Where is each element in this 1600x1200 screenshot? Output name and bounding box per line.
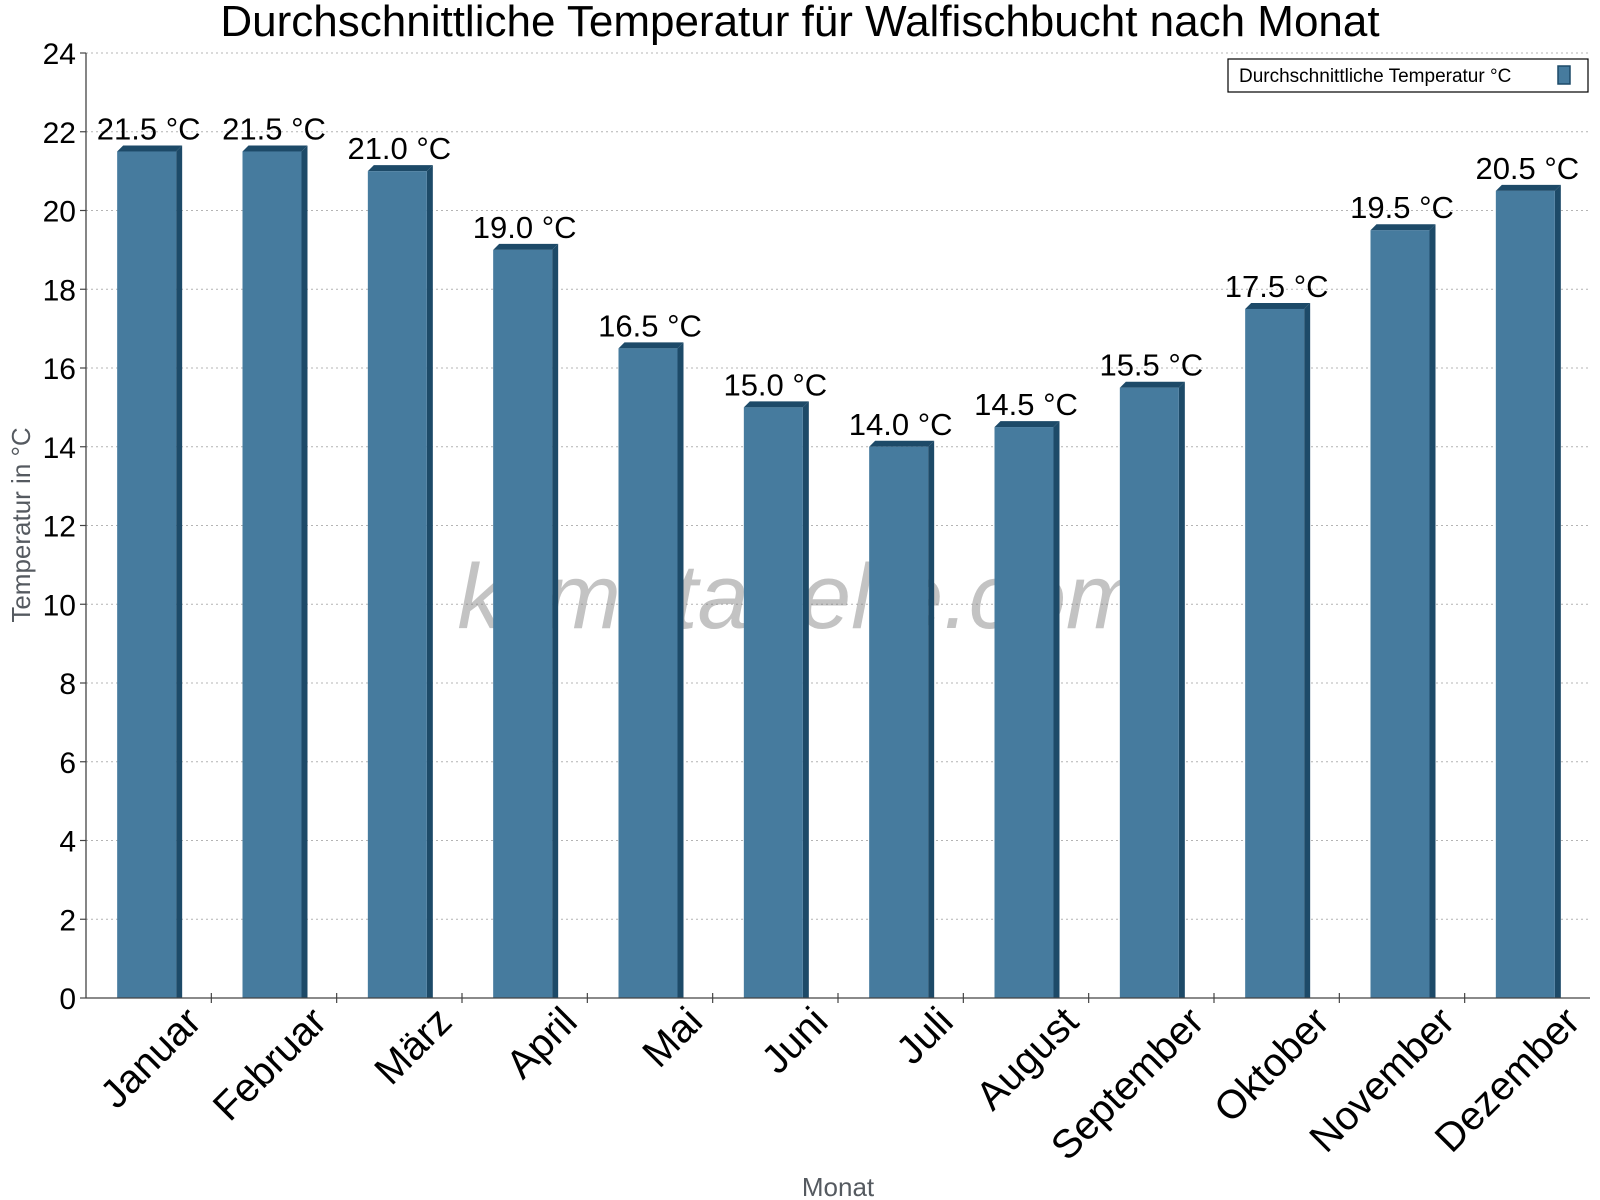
bar <box>493 243 559 998</box>
gridlines <box>86 52 1590 920</box>
data-label: 20.5 °C <box>1475 151 1579 186</box>
data-label: 15.0 °C <box>723 367 827 402</box>
x-tick-label: Januar <box>92 999 210 1117</box>
y-tick-label: 10 <box>43 589 76 622</box>
data-label: 17.5 °C <box>1225 269 1329 304</box>
bar-side <box>301 145 308 998</box>
bar <box>242 145 308 998</box>
bar-top <box>1370 224 1436 231</box>
bar-top <box>1119 381 1185 388</box>
bar-front <box>1495 190 1555 998</box>
bar-front <box>367 171 427 998</box>
bar <box>869 440 935 998</box>
legend: Durchschnittliche Temperatur °C <box>1227 58 1589 93</box>
x-tick-label: Februar <box>205 999 335 1129</box>
bar <box>994 421 1060 998</box>
bar-top <box>743 401 809 408</box>
bar-side <box>1429 224 1436 998</box>
bar-side <box>802 401 809 998</box>
y-tick-label: 20 <box>43 196 76 229</box>
bar-front <box>1245 308 1305 998</box>
bar-side <box>928 440 935 998</box>
legend-swatch <box>1557 65 1571 85</box>
bar-front <box>994 427 1054 998</box>
bar <box>117 145 183 998</box>
bar <box>1370 224 1436 998</box>
x-tick-label: April <box>498 999 586 1087</box>
chart-title: Durchschnittliche Temperatur für Walfisc… <box>220 0 1379 46</box>
bar <box>367 165 433 998</box>
y-tick-label: 4 <box>59 826 76 859</box>
y-tick-label: 2 <box>59 904 76 937</box>
bar-front <box>242 151 302 998</box>
y-tick-label: 16 <box>43 353 76 386</box>
bar-top <box>994 421 1060 428</box>
legend-box <box>1227 58 1589 93</box>
y-axis-title: Temperatur in °C <box>6 427 36 622</box>
bar-top <box>869 440 935 447</box>
bar <box>1245 302 1311 998</box>
bar-side <box>1554 184 1561 998</box>
bar-top <box>618 342 684 349</box>
y-tick-label: 14 <box>43 432 76 465</box>
bar-side <box>677 342 684 998</box>
bar-top <box>117 145 183 152</box>
bar-front <box>493 249 553 998</box>
bar-front <box>117 151 177 998</box>
bar-top <box>1495 184 1561 191</box>
data-label: 21.5 °C <box>222 111 326 146</box>
x-axis-title: Monat <box>802 1172 875 1200</box>
axes <box>80 52 1590 1003</box>
data-label: 14.5 °C <box>974 387 1078 422</box>
y-tick-label: 12 <box>43 511 76 544</box>
bar-front <box>1119 387 1179 998</box>
bar-top <box>242 145 308 152</box>
data-label: 14.0 °C <box>849 407 953 442</box>
data-label: 21.0 °C <box>347 131 451 166</box>
y-tick-label: 22 <box>43 117 76 150</box>
x-tick-label: Mai <box>634 999 711 1076</box>
y-tick-label: 18 <box>43 274 76 307</box>
bar-side <box>1304 302 1311 998</box>
bar-series <box>117 145 1561 998</box>
bar <box>1495 184 1561 998</box>
x-tick-label: August <box>968 999 1087 1118</box>
bar-side <box>1053 421 1060 998</box>
data-label: 16.5 °C <box>598 308 702 343</box>
data-label: 19.0 °C <box>473 210 577 245</box>
data-label: 15.5 °C <box>1099 348 1203 383</box>
data-label: 19.5 °C <box>1350 190 1454 225</box>
bar <box>618 342 684 998</box>
bar-side <box>176 145 183 998</box>
y-tick-label: 8 <box>59 668 76 701</box>
x-tick-label: März <box>366 999 460 1093</box>
x-tick-label: Juli <box>888 999 962 1073</box>
y-tick-label: 0 <box>59 983 76 1016</box>
x-tick-label: Juni <box>753 999 836 1082</box>
bar-side <box>426 165 433 998</box>
data-label: 21.5 °C <box>97 111 201 146</box>
bar-front <box>743 407 803 998</box>
bar-front <box>618 348 678 998</box>
bar <box>743 401 809 998</box>
bar-top <box>493 243 559 250</box>
bar-side <box>552 243 559 998</box>
legend-label: Durchschnittliche Temperatur °C <box>1239 66 1511 87</box>
data-labels: 21.5 °C 21.5 °C 21.0 °C 19.0 °C 16.5 °C 15.0 … <box>97 111 1579 441</box>
bar-side <box>1178 381 1185 998</box>
bar-front <box>869 446 929 998</box>
y-tick-label: 24 <box>43 38 76 71</box>
bar-front <box>1370 230 1430 998</box>
bar-top <box>1245 302 1311 309</box>
bar-top <box>367 165 433 172</box>
y-tick-label: 6 <box>59 747 76 780</box>
x-tick-label: Oktober <box>1206 999 1338 1131</box>
bar <box>1119 381 1185 998</box>
